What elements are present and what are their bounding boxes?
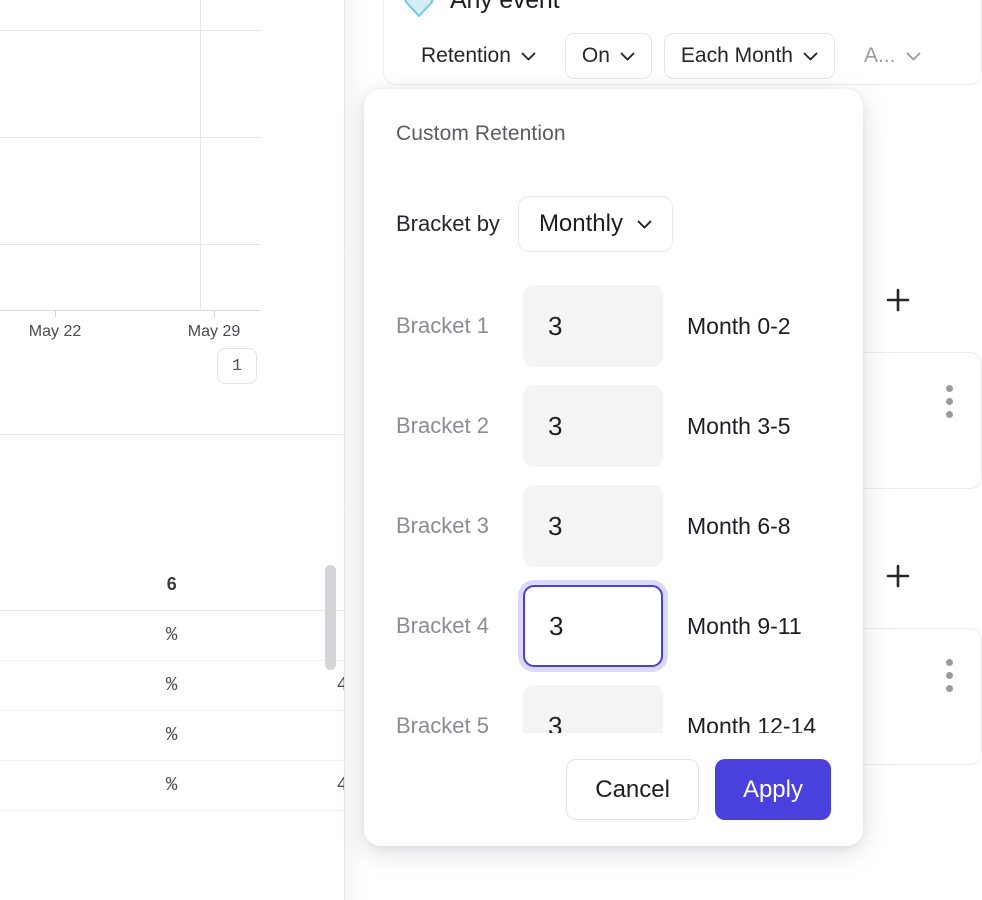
bracket-input-1[interactable]: 3 xyxy=(523,285,663,367)
gridline-vertical xyxy=(200,0,201,311)
panel-divider xyxy=(344,0,345,900)
shield-icon xyxy=(405,0,433,17)
interval-dropdown[interactable]: Each Month xyxy=(663,33,835,79)
plus-icon xyxy=(886,288,910,312)
table-body: %37.5%%46.15%%62.5%%41.18% xyxy=(0,610,345,811)
bracket-range-1: Month 0-2 xyxy=(687,312,791,339)
retention-table-wrapper: 6 Mar 7 %37.5%%46.15%%62.5%%41.18% xyxy=(0,560,345,900)
dialog-title: Custom Retention xyxy=(396,122,566,145)
table-cell: % xyxy=(0,660,195,711)
column-header-1[interactable]: Mar 7 xyxy=(194,560,345,611)
bracket-row-2: Bracket 2 3 Month 3-5 xyxy=(396,385,791,467)
retention-table: 6 Mar 7 %37.5%%46.15%%62.5%%41.18% xyxy=(0,560,345,811)
chevron-down-icon xyxy=(906,52,920,60)
pagination-page-1-button[interactable]: 1 xyxy=(217,348,257,384)
x-axis-line xyxy=(0,310,261,311)
event-header: Any event xyxy=(404,0,560,17)
bracket-row-1: Bracket 1 3 Month 0-2 xyxy=(396,285,791,367)
bracket-label-3: Bracket 3 xyxy=(396,513,489,538)
cancel-button[interactable]: Cancel xyxy=(566,759,699,820)
table-row: %37.5% xyxy=(0,610,345,661)
left-panel-divider xyxy=(0,434,345,435)
bracket-by-select[interactable]: Monthly xyxy=(517,196,673,252)
table-row: %62.5% xyxy=(0,710,345,761)
table-cell: 46.15% xyxy=(194,660,345,711)
table-vertical-scrollbar[interactable] xyxy=(325,565,336,670)
table-cell: % xyxy=(0,610,195,661)
chevron-down-icon xyxy=(521,52,536,60)
bracket-input-4[interactable]: 3 xyxy=(523,585,663,667)
bracket-by-row: Bracket by Monthly xyxy=(396,196,673,252)
table-cell: % xyxy=(0,760,195,811)
bracket-list: Bracket 1 3 Month 0-2 Bracket 2 3 Month 3-5 Br… xyxy=(364,285,863,805)
bracket-row-3: Bracket 3 3 Month 6-8 xyxy=(396,485,791,567)
on-dropdown[interactable]: On xyxy=(564,33,652,79)
aggregate-dropdown-label: A... xyxy=(864,44,896,67)
plot-area xyxy=(0,0,261,311)
bracket-label-1: Bracket 1 xyxy=(396,313,489,338)
add-step-button-1[interactable] xyxy=(883,285,913,315)
bracket-range-3: Month 6-8 xyxy=(687,512,791,539)
event-step-card: Any event Retention On Each Month A... xyxy=(383,0,982,85)
x-axis-tick xyxy=(214,311,215,317)
more-options-icon-1[interactable] xyxy=(945,385,953,418)
chevron-down-icon xyxy=(620,52,635,60)
x-axis-tick-label: May 22 xyxy=(28,323,82,340)
add-step-button-2[interactable] xyxy=(883,561,913,591)
on-dropdown-label: On xyxy=(581,44,610,67)
dialog-footer: Cancel Apply xyxy=(364,733,863,846)
event-controls[interactable]: Retention On Each Month A... xyxy=(404,33,938,79)
table-cell: 37.5% xyxy=(194,610,345,661)
table-cell: 41.18% xyxy=(194,760,345,811)
gridline-horizontal xyxy=(0,137,261,138)
table-head: 6 Mar 7 xyxy=(0,560,345,611)
bracket-by-label: Bracket by xyxy=(396,211,500,236)
plus-icon xyxy=(886,564,910,588)
table-cell: % xyxy=(0,710,195,761)
interval-dropdown-label: Each Month xyxy=(680,44,793,67)
gridline-horizontal xyxy=(0,244,261,245)
table-row: %41.18% xyxy=(0,760,345,811)
chevron-down-icon xyxy=(803,52,818,60)
bracket-label-4: Bracket 4 xyxy=(396,613,489,638)
column-header-0[interactable]: 6 xyxy=(0,560,195,611)
apply-button[interactable]: Apply xyxy=(714,759,831,820)
more-options-icon-2[interactable] xyxy=(945,659,953,692)
chevron-down-icon xyxy=(637,220,652,228)
table-row: %46.15% xyxy=(0,660,345,711)
custom-retention-dialog: Custom Retention Bracket by Monthly Brac… xyxy=(364,89,863,846)
bracket-by-value: Monthly xyxy=(538,210,623,237)
x-axis-tick-label: May 29 xyxy=(187,323,241,340)
panel-gutter xyxy=(345,0,365,900)
metric-dropdown[interactable]: Retention xyxy=(404,33,553,79)
bracket-input-2[interactable]: 3 xyxy=(523,385,663,467)
x-axis-tick xyxy=(55,311,56,317)
table-cell: 62.5% xyxy=(194,710,345,761)
retention-scatter-chart: May 22 May 29 xyxy=(0,0,345,430)
event-title: Any event xyxy=(450,0,560,15)
aggregate-dropdown[interactable]: A... xyxy=(847,33,938,79)
metric-dropdown-label: Retention xyxy=(421,44,511,67)
gridline-horizontal xyxy=(0,30,261,31)
bracket-row-4: Bracket 4 3 Month 9-11 xyxy=(396,585,802,667)
bracket-label-2: Bracket 2 xyxy=(396,413,489,438)
bracket-range-2: Month 3-5 xyxy=(687,412,791,439)
bracket-input-3[interactable]: 3 xyxy=(523,485,663,567)
bracket-range-4: Month 9-11 xyxy=(687,612,802,639)
table-header-row: 6 Mar 7 xyxy=(0,560,345,611)
